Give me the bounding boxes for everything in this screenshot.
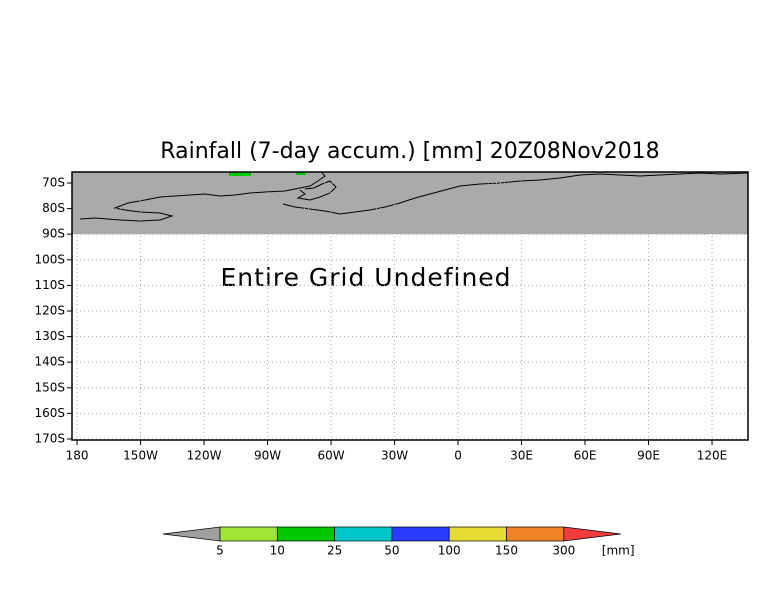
x-tick-label: 60W [317,449,344,463]
coastline [282,172,749,215]
y-tick-label: 120S [34,303,65,317]
annotation: Entire Grid Undefined [220,263,511,292]
map-title: Rainfall (7-day accum.) [mm] 20Z08Nov201… [160,139,659,164]
y-tick-label: 80S [42,201,65,215]
x-tick-label: 90W [254,449,281,463]
x-tick-label: 90E [637,449,660,463]
y-tick-label: 150S [34,380,65,394]
x-tick-label: 180 [66,449,89,463]
rain-patch [296,172,306,175]
y-tick-label: 100S [34,252,65,266]
colorbar-box [506,526,565,542]
x-tick-label: 0 [454,449,462,463]
rain-patch [229,172,251,176]
x-tick-label: 30W [381,449,408,463]
colorbar-high [563,526,621,542]
colorbar-low [162,526,221,542]
colorbar-box [391,526,450,542]
y-tick-label: 70S [42,176,65,190]
coastline [79,172,326,222]
colorbar-unit: [mm] [602,544,635,558]
colorbar-label: 5 [216,544,224,558]
colorbar-label: 25 [327,544,342,558]
x-tick-label: 120W [187,449,222,463]
plot-area [72,172,749,235]
plot-frame [71,171,749,441]
colorbar-label: 50 [384,544,399,558]
x-tick-label: 150W [123,449,158,463]
colorbar-box [276,526,335,542]
colorbar-label: 10 [270,544,285,558]
y-tick-label: 160S [34,406,65,420]
colorbar-box [334,526,393,542]
y-tick-label: 110S [34,278,65,292]
y-tick-label: 140S [34,355,65,369]
x-tick-label: 120E [697,449,728,463]
colorbar-label: 300 [552,544,575,558]
colorbar-label: 100 [438,544,461,558]
x-tick-label: 60E [574,449,597,463]
x-tick-label: 30E [510,449,533,463]
undefined-region [72,172,748,235]
y-tick-label: 170S [34,431,65,445]
y-tick-label: 130S [34,329,65,343]
coastline [296,180,337,201]
colorbar-box [448,526,507,542]
y-tick-label: 90S [42,227,65,241]
colorbar-box [219,526,278,542]
colorbar-label: 150 [495,544,518,558]
